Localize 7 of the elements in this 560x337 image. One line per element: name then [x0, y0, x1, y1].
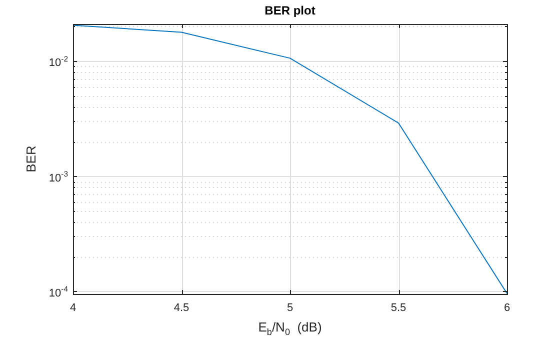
x-tick-label: 4.5	[174, 302, 190, 314]
chart-title: BER plot	[264, 3, 316, 18]
x-tick-label: 6	[504, 302, 510, 314]
x-tick-label: 4	[70, 302, 76, 314]
x-tick-label: 5	[286, 302, 294, 314]
y-axis-title: BER	[24, 146, 39, 172]
x-tick-label: 5.5	[390, 302, 406, 314]
